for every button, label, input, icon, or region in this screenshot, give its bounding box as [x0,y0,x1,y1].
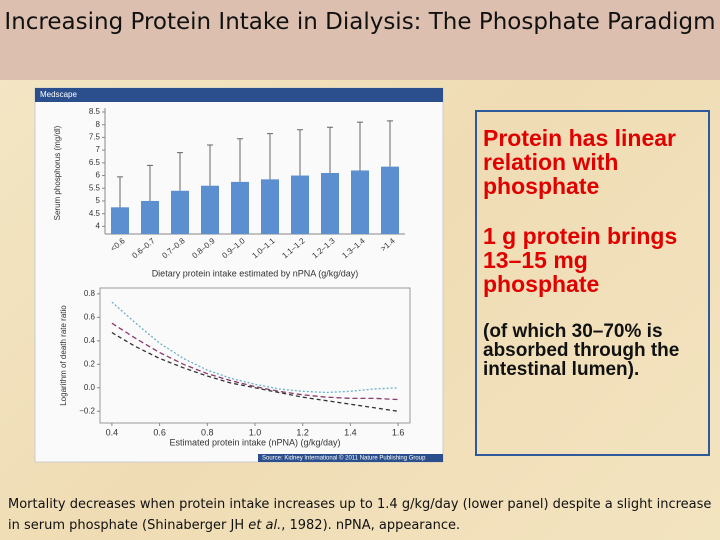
text-box: Protein has linear relation with phospha… [475,110,710,456]
y-tick-label: 4.5 [89,209,101,218]
y-tick-label: 6 [96,171,101,180]
error-bar [387,120,393,167]
y-tick-label: 8 [96,120,101,129]
caption-text: , 1982). nPNA, appearance. [281,518,461,533]
x-axis-label: Estimated protein intake (nPNA) (g/kg/da… [169,437,340,447]
error-bar [207,144,213,186]
figure: Medscape Source: Kidney International © … [34,87,444,463]
y-tick-label: 0.4 [84,336,96,345]
bar [201,185,219,234]
bar [171,190,189,234]
caption-italic: et al. [248,518,282,533]
y-tick-label: 5 [96,196,101,205]
y-tick-label: 0.2 [84,359,96,368]
y-tick-label: 6.5 [89,158,101,167]
point: (of which 30–70% is absorbed through the… [483,321,680,380]
bar [111,207,129,234]
bar [321,173,339,234]
y-tick-label: −0.2 [79,406,95,415]
bar [381,166,399,234]
slide-title: Increasing Protein Intake in Dialysis: T… [0,0,720,80]
source-bar [258,454,443,462]
x-tick-label: 0.4 [106,427,119,437]
caption: Mortality decreases when protein intake … [8,494,718,536]
bar [141,200,159,234]
point: Protein has linear relation with phospha… [483,125,677,199]
x-tick-label: 1.0 [249,427,262,437]
x-tick-label: 1.4 [344,427,357,437]
error-bar [267,133,273,180]
error-bar [117,176,123,208]
y-tick-label: 0.6 [84,312,96,321]
error-bar [237,138,243,182]
bar [291,175,309,234]
y-axis-label: Logarithm of death rate ratio [59,305,68,406]
error-bar [297,129,303,176]
bar [351,170,369,234]
y-tick-label: 7 [96,145,101,154]
error-bar [147,164,153,201]
y-tick-label: 0.8 [84,289,96,298]
error-bar [327,126,333,173]
x-tick-label: 1.2 [296,427,309,437]
point: 1 g protein brings 13–15 mg phosphate [483,223,678,297]
x-tick-label: 0.6 [153,427,166,437]
y-tick-label: 8.5 [89,107,101,116]
caption-text: Mortality decreases when protein intake … [8,497,712,533]
bar [261,179,279,234]
line [111,332,399,412]
figure-header-bar [35,88,443,102]
y-axis-label: Serum phosphorus (mg/dl) [53,125,62,220]
x-tick-label: 1.6 [392,427,405,437]
line [111,322,399,401]
y-tick-label: 7.5 [89,133,101,142]
x-axis-label: Dietary protein intake estimated by nPNA… [152,268,359,278]
error-bar [177,152,183,191]
figure-header: Medscape [40,90,77,99]
error-bar [357,121,363,171]
y-tick-label: 5.5 [89,183,101,192]
y-tick-label: 4 [96,221,101,230]
bar [231,181,249,234]
figure-source: Source: Kidney International © 2011 Natu… [262,455,426,462]
x-tick-label: 0.8 [201,427,214,437]
y-tick-label: 0.0 [84,383,96,392]
